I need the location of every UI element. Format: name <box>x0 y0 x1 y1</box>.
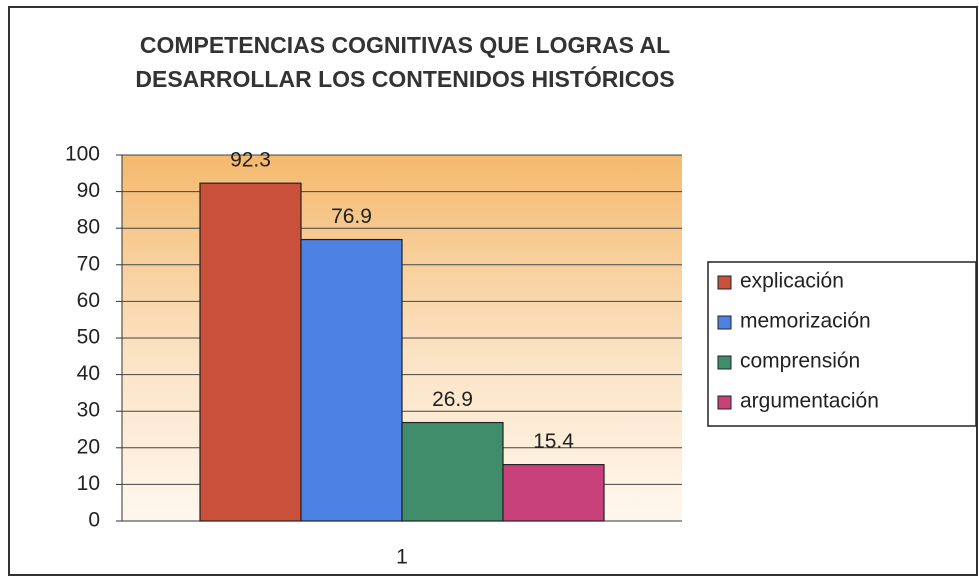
value-label: 15.4 <box>533 430 574 453</box>
legend-label: explicación <box>740 270 844 293</box>
legend-swatch <box>717 355 732 370</box>
value-label: 26.9 <box>432 388 473 411</box>
value-label: 76.9 <box>331 205 372 228</box>
value-label: 92.3 <box>230 149 271 172</box>
chart-frame <box>8 6 978 576</box>
y-tick-label: 70 <box>77 252 100 275</box>
y-tick-label: 10 <box>77 472 100 495</box>
legend-label: argumentación <box>740 390 879 413</box>
legend-box <box>707 261 977 427</box>
y-tick-label: 30 <box>77 399 100 422</box>
legend-swatch <box>717 395 732 410</box>
bar <box>502 464 605 522</box>
legend-swatch <box>717 275 732 290</box>
y-tick-label: 100 <box>65 143 100 166</box>
chart-title: COMPETENCIAS COGNITIVAS QUE LOGRAS AL DE… <box>135 32 675 92</box>
y-tick-label: 40 <box>77 362 100 385</box>
legend-label: comprensión <box>740 350 860 373</box>
bar <box>199 182 302 522</box>
legend-label: memorización <box>740 310 871 333</box>
y-tick-label: 60 <box>77 289 100 312</box>
y-tick-label: 50 <box>77 326 100 349</box>
y-tick-label: 0 <box>88 509 100 532</box>
bar <box>401 421 504 522</box>
x-tick-label: 1 <box>396 546 408 569</box>
bar <box>300 238 403 522</box>
y-tick-label: 20 <box>77 435 100 458</box>
y-tick-label: 80 <box>77 216 100 239</box>
y-tick-label: 90 <box>77 179 100 202</box>
legend-swatch <box>717 315 732 330</box>
